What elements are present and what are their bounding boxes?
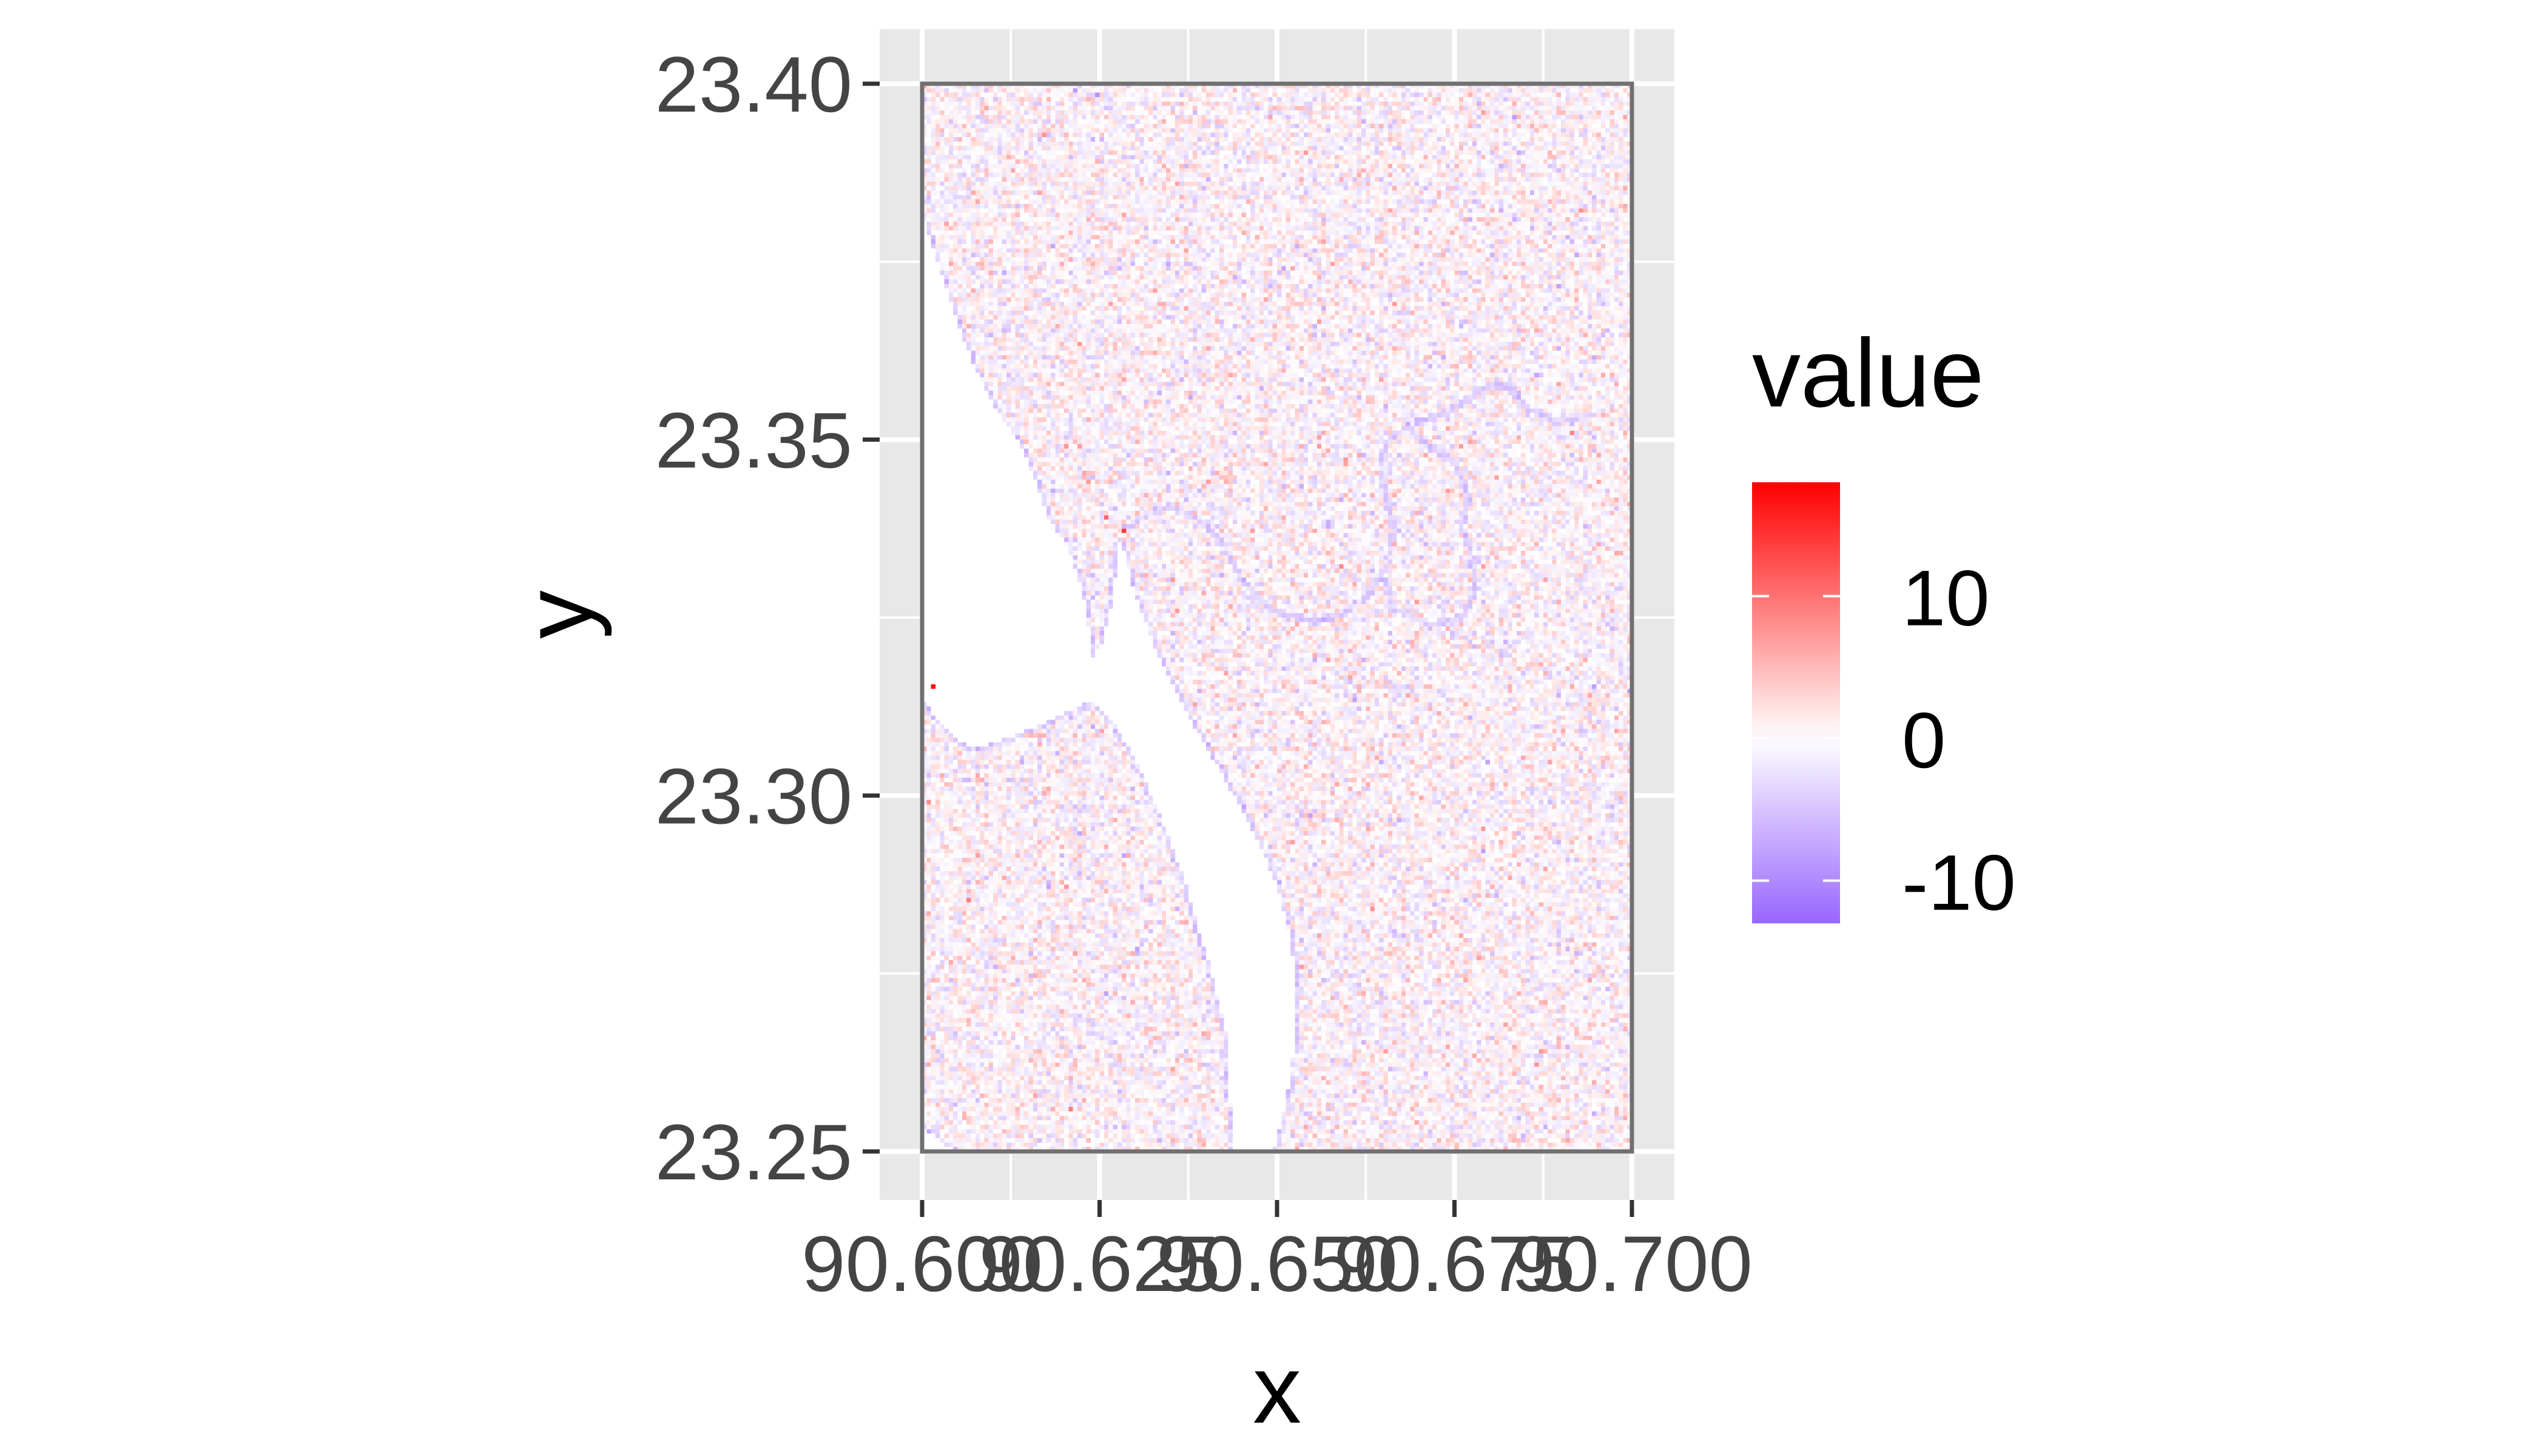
legend-ticks: 10 0 -10 xyxy=(1752,554,2016,927)
y-axis: 23.25 23.30 23.35 23.40 xyxy=(655,40,880,1196)
legend-title: value xyxy=(1752,318,1984,427)
y-tick-label-2: 23.35 xyxy=(655,396,852,485)
legend-colorbar xyxy=(1752,482,1840,923)
x-axis-title: x xyxy=(1253,1335,1301,1443)
legend-label-1: 0 xyxy=(1902,696,1946,784)
x-tick-label-4: 90.700 xyxy=(1511,1219,1753,1308)
y-axis-title: y xyxy=(504,590,612,639)
x-tick-label-1: 90.625 xyxy=(979,1219,1221,1308)
y-tick-label-1: 23.30 xyxy=(655,752,852,840)
x-tick-label-0: 90.600 xyxy=(801,1219,1043,1308)
y-tick-label-3: 23.40 xyxy=(655,40,852,129)
x-tick-label-3: 90.675 xyxy=(1334,1219,1576,1308)
heatmap-raster xyxy=(922,84,1632,1151)
legend-label-0: 10 xyxy=(1902,554,1990,642)
raster-border xyxy=(920,81,1634,1154)
legend-label-2: -10 xyxy=(1902,838,2016,927)
x-tick-label-2: 90.650 xyxy=(1156,1219,1398,1308)
y-tick-label-0: 23.25 xyxy=(655,1108,852,1196)
legend: value 10 0 -10 xyxy=(1752,318,2016,927)
